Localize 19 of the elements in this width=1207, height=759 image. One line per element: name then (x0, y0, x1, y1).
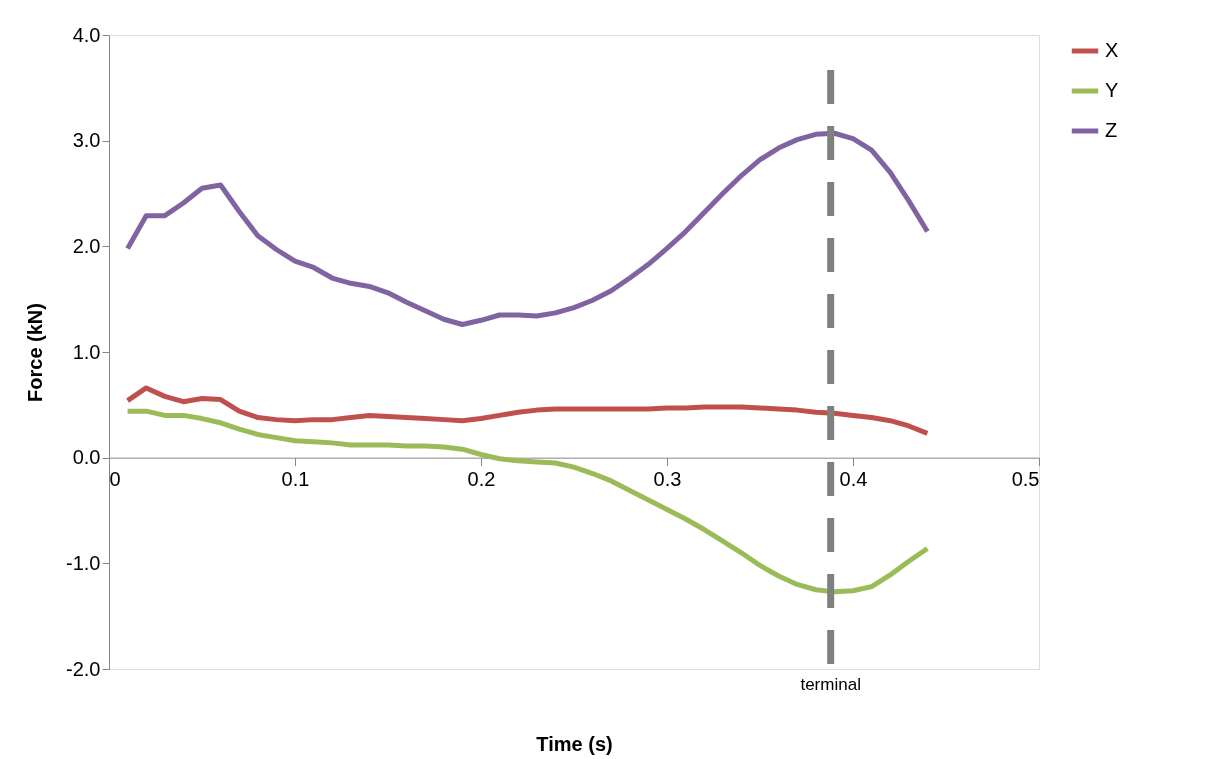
y-tick-label: 4.0 (72, 23, 101, 46)
y-tick-label: 1.0 (72, 340, 101, 363)
y-tick-label: -2.0 (66, 657, 101, 680)
y-tick-label: 3.0 (72, 129, 101, 152)
x-tick-label: 0 (109, 468, 121, 491)
x-tick-label: 0.4 (839, 468, 868, 491)
y-tick-label: -1.0 (66, 551, 101, 574)
legend-label: Y (1105, 79, 1119, 101)
x-tick-label: 0.1 (281, 468, 310, 491)
legend-label: Z (1105, 119, 1118, 141)
x-tick-label: 0.5 (1011, 468, 1040, 491)
legend-label: X (1105, 39, 1119, 61)
ref-line-label: terminal (800, 675, 861, 694)
x-tick-label: 0.2 (467, 468, 496, 491)
x-axis-title: Time (s) (536, 732, 613, 755)
y-axis-title: Force (kN) (24, 303, 47, 402)
x-tick-label: 0.3 (653, 468, 682, 491)
y-tick-label: 2.0 (72, 234, 101, 257)
y-tick-label: 0.0 (72, 446, 101, 469)
